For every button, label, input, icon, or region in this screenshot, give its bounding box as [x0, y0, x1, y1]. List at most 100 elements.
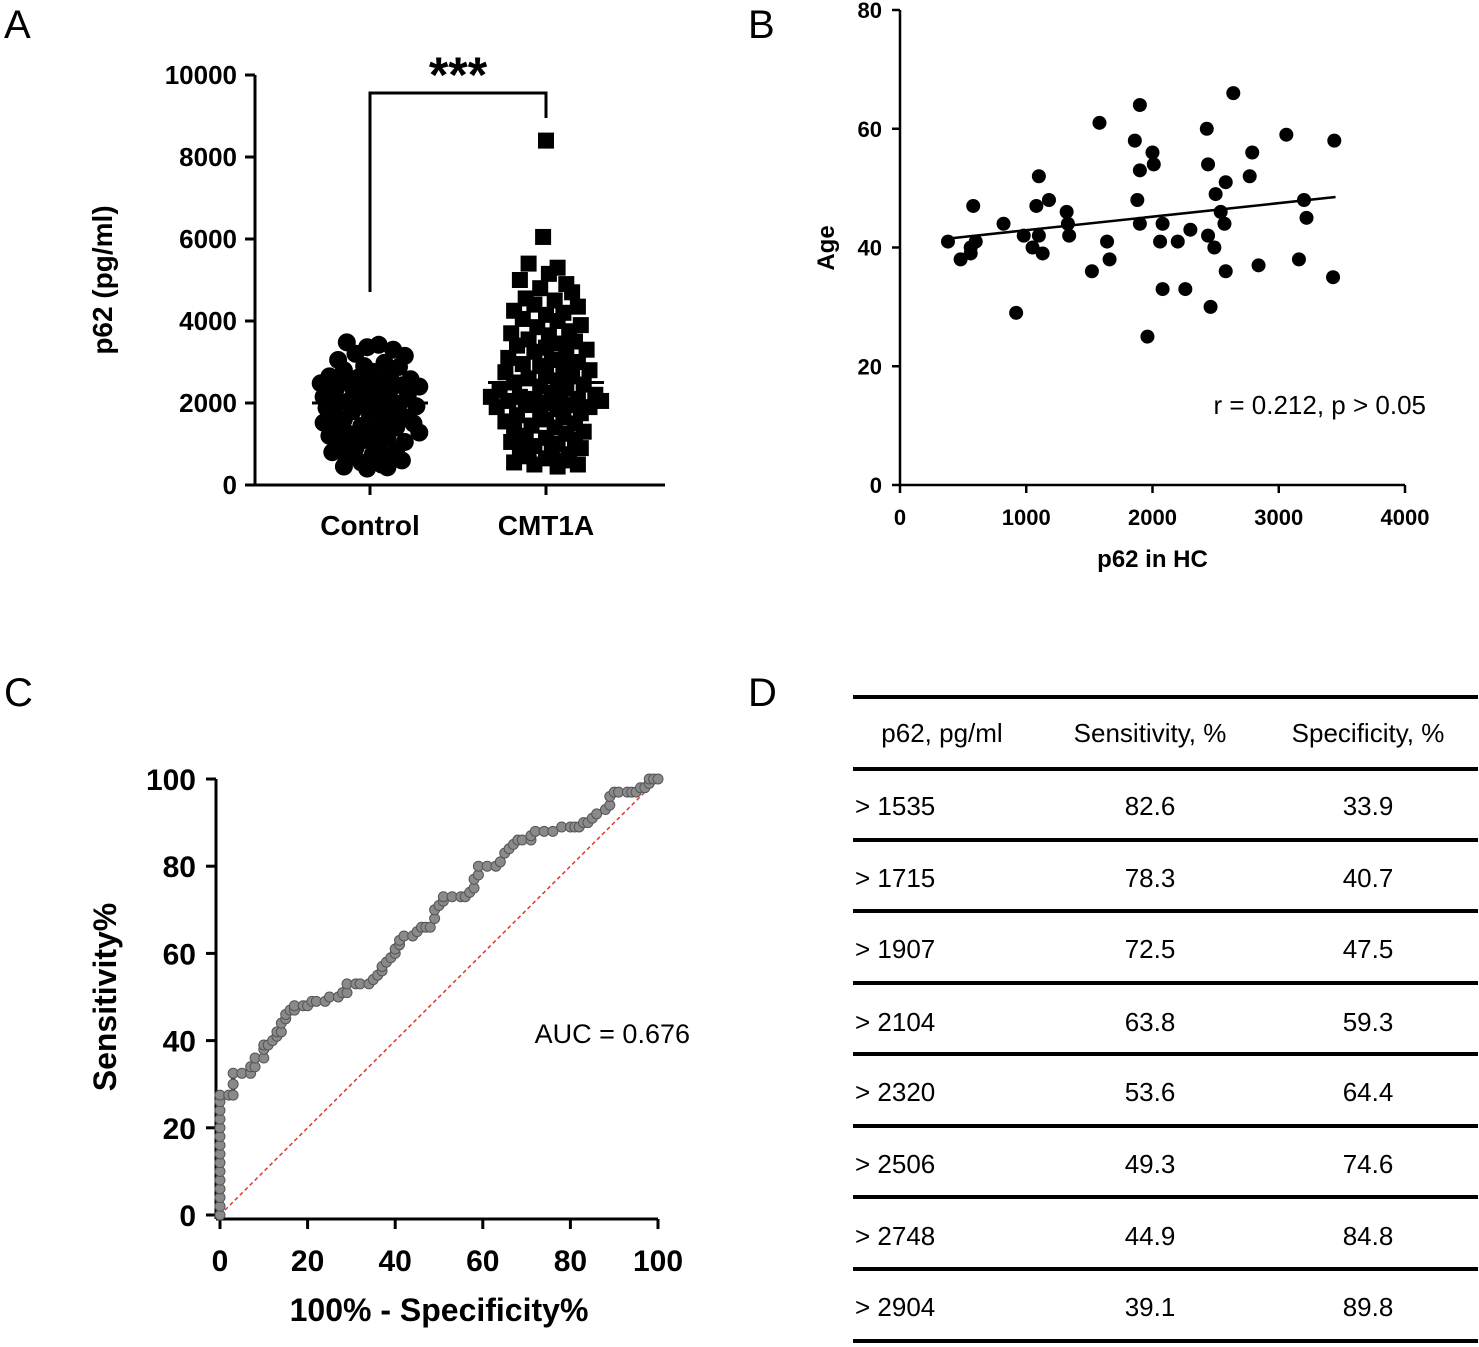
- x-tick-label-control: Control: [320, 510, 420, 541]
- hc-point: [1084, 264, 1099, 279]
- x-axis-label: p62 in HC: [1097, 546, 1208, 573]
- y-tick-label: 8000: [179, 142, 237, 172]
- cmt1a-point: [500, 349, 517, 366]
- table-cell-sensitivity: 44.9: [1125, 1221, 1176, 1251]
- roc-point: [227, 1089, 239, 1101]
- table-cell-specificity: 84.8: [1343, 1221, 1394, 1251]
- table-cell-threshold: > 2506: [855, 1149, 935, 1179]
- cmt1a-point: [546, 292, 563, 309]
- cmt1a-point: [509, 337, 525, 354]
- x-tick-label-cmt1a: CMT1A: [498, 510, 594, 541]
- hc-point: [968, 234, 983, 249]
- y-tick-label: 2000: [179, 388, 237, 418]
- hc-point: [1178, 282, 1193, 297]
- y-tick-label: 10000: [165, 60, 237, 90]
- hc-point: [1201, 228, 1216, 243]
- hc-point: [1009, 305, 1024, 320]
- x-axis-label: 100% - Specificity%: [290, 1292, 589, 1328]
- hc-point: [1025, 240, 1040, 255]
- hc-point: [1031, 169, 1046, 184]
- table-cell-sensitivity: 78.3: [1125, 863, 1176, 893]
- control-point: [378, 458, 397, 477]
- y-tick-label: 0: [870, 473, 882, 498]
- hc-point: [1062, 228, 1077, 243]
- control-point: [358, 459, 377, 478]
- x-tick-label: 3000: [1254, 505, 1303, 530]
- cmt1a-point: [538, 132, 554, 149]
- panel-label-b: B: [748, 3, 775, 47]
- hc-point: [1146, 157, 1161, 172]
- hc-point: [940, 234, 955, 249]
- hc-point: [1199, 121, 1214, 136]
- table-header-cell: p62, pg/ml: [881, 718, 1002, 748]
- table-cell-specificity: 47.5: [1343, 934, 1394, 964]
- cmt1a-point: [564, 284, 581, 301]
- panel-c-roc-curve: 0 20 40 60 80 100 0 20 40 60 80 100 100% - Specifici…: [87, 764, 690, 1328]
- correlation-annotation: r = 0.212, p > 0.05: [1214, 390, 1427, 420]
- table-cell-sensitivity: 39.1: [1125, 1292, 1176, 1322]
- reference-diagonal-line: [219, 778, 659, 1216]
- y-tick-label: 40: [858, 236, 882, 261]
- cmt1a-point: [488, 399, 505, 416]
- hc-point: [1213, 204, 1228, 219]
- cmt1a-point: [506, 454, 523, 471]
- hc-point: [1127, 133, 1142, 148]
- y-tick-label: 20: [858, 354, 882, 379]
- cmt1a-point: [540, 265, 557, 282]
- cmt1a-point: [526, 456, 543, 473]
- cmt1a-point: [514, 356, 531, 373]
- hc-point: [1132, 163, 1147, 178]
- hc-point: [1217, 216, 1232, 231]
- y-tick-label: 4000: [179, 306, 237, 336]
- hc-point: [1140, 329, 1155, 344]
- cmt1a-point: [552, 335, 569, 352]
- control-point: [392, 451, 411, 470]
- cmt1a-point: [569, 298, 586, 315]
- cmt1a-point: [578, 341, 595, 358]
- hc-point: [1201, 157, 1216, 172]
- hc-point: [1100, 234, 1115, 249]
- y-tick-label: 80: [163, 851, 196, 884]
- table-cell-threshold: > 2104: [855, 1007, 935, 1037]
- roc-point: [424, 921, 436, 933]
- table-cell-sensitivity: 82.6: [1125, 791, 1176, 821]
- control-point: [311, 374, 330, 393]
- cmt1a-point: [535, 228, 552, 245]
- table-cell-threshold: > 2320: [855, 1077, 935, 1107]
- cmt1a-point: [503, 325, 520, 342]
- hc-point: [1327, 133, 1342, 148]
- table-cell-threshold: > 2748: [855, 1221, 935, 1251]
- y-tick-label: 40: [163, 1026, 196, 1059]
- cmt1a-point: [526, 343, 543, 360]
- hc-point: [1299, 210, 1314, 225]
- hc-point: [1059, 204, 1074, 219]
- hc-point: [1326, 270, 1341, 285]
- hc-point: [1203, 299, 1218, 314]
- hc-point: [1029, 198, 1044, 213]
- y-axis-label: p62 (pg/ml): [87, 205, 118, 354]
- panel-label-c: C: [4, 671, 33, 715]
- hc-point: [1218, 264, 1233, 279]
- hc-point: [963, 246, 978, 261]
- panel-label-a: A: [4, 3, 31, 47]
- y-axis-label: Age: [813, 225, 840, 270]
- table-cell-threshold: > 1535: [855, 791, 935, 821]
- table-cell-sensitivity: 49.3: [1125, 1149, 1176, 1179]
- table-cell-specificity: 74.6: [1343, 1149, 1394, 1179]
- hc-point: [1170, 234, 1185, 249]
- control-point: [334, 457, 353, 476]
- cmt1a-point: [520, 255, 537, 272]
- hc-point: [1092, 115, 1107, 130]
- hc-point: [1041, 193, 1056, 207]
- hc-point: [996, 216, 1011, 231]
- y-tick-label: 0: [179, 1200, 196, 1233]
- roc-point: [652, 773, 664, 785]
- hc-point: [1183, 222, 1198, 237]
- table-cell-sensitivity: 72.5: [1125, 934, 1176, 964]
- x-tick-label: 0: [212, 1245, 229, 1278]
- control-point: [410, 423, 429, 442]
- hc-point: [1155, 282, 1170, 297]
- cmt1a-point: [514, 310, 531, 327]
- hc-point: [1130, 193, 1145, 207]
